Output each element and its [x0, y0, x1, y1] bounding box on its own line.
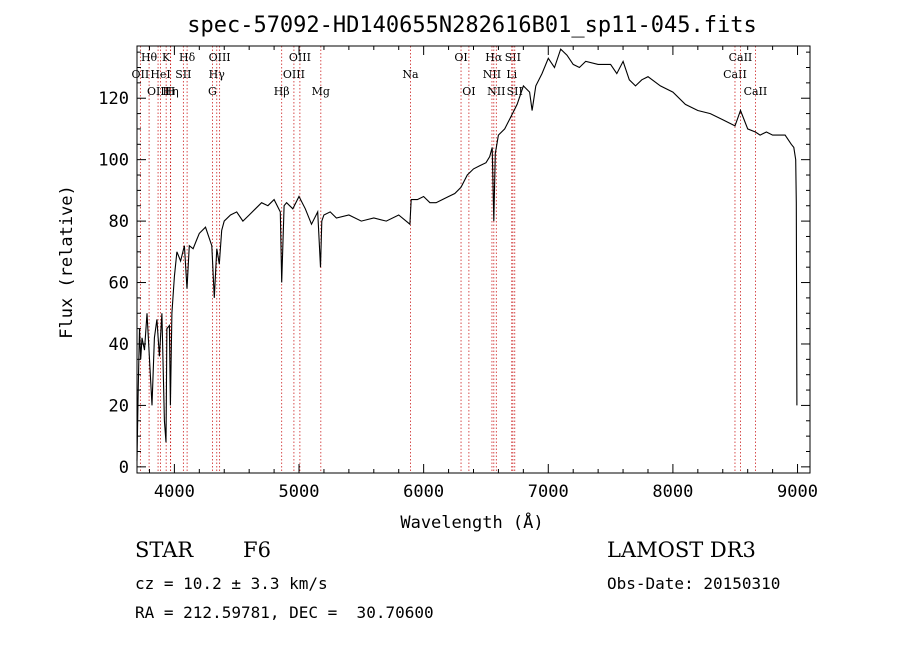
coordinates-text: RA = 212.59781, DEC = 30.70600 — [135, 603, 434, 622]
y-tick-label-5: 100 — [98, 151, 129, 171]
y-tick-label-1: 20 — [109, 396, 129, 416]
object-class: STAR — [135, 538, 194, 562]
x-tick-label-5: 9000 — [777, 482, 818, 502]
line-marker-label-7: SII — [175, 68, 191, 81]
y-axis: 0 20 40 60 80 100 120 — [98, 51, 810, 478]
line-marker-label-16: Na — [402, 68, 419, 81]
line-marker-label-9: G — [208, 85, 217, 98]
line-marker-label-14: OIII — [289, 51, 311, 64]
chart-title: spec-57092-HD140655N282616B01_sp11-045.f… — [187, 13, 757, 38]
line-marker-label-3: HeI — [150, 68, 170, 81]
line-marker-label-20: Hα — [485, 51, 503, 64]
survey-name: LAMOST DR3 — [607, 538, 756, 562]
object-subclass: F6 — [243, 538, 271, 562]
line-marker-label-13: OIII — [283, 68, 305, 81]
obs-date-text: Obs-Date: 20150310 — [607, 574, 781, 593]
line-marker-label-0: OII — [132, 68, 150, 81]
y-tick-label-3: 60 — [109, 274, 129, 294]
line-marker-label-18: OI — [462, 85, 475, 98]
line-marker-label-23: SII — [505, 51, 521, 64]
line-marker-label-4: K — [162, 51, 171, 64]
plot-frame — [136, 45, 811, 474]
line-marker-label-19: NII — [483, 68, 501, 81]
y-tick-label-0: 0 — [119, 458, 129, 478]
line-marker-label-8: Hδ — [179, 51, 196, 64]
y-tick-label-6: 120 — [98, 89, 129, 109]
x-axis-label: Wavelength (Å) — [400, 511, 543, 533]
x-tick-label-4: 8000 — [652, 482, 693, 502]
y-tick-label-4: 80 — [109, 212, 129, 232]
x-tick-label-1: 5000 — [279, 482, 320, 502]
line-marker-label-6: H — [166, 85, 176, 98]
line-marker-label-15: Mg — [312, 85, 330, 98]
line-marker-label-24: SII — [507, 85, 523, 98]
line-marker-label-2: OIII — [147, 85, 169, 98]
line-marker-label-1: Hθ — [141, 51, 158, 64]
line-marker-label-22: Li — [506, 68, 517, 81]
x-tick-label-3: 7000 — [528, 482, 569, 502]
line-marker-label-25: CaII — [723, 68, 747, 81]
line-marker-label-10: Hγ — [209, 68, 226, 81]
series-line-0 — [136, 48, 798, 461]
series-group — [136, 48, 798, 461]
line-marker-label-17: OI — [454, 51, 467, 64]
redshift-text: cz = 10.2 ± 3.3 km/s — [135, 574, 328, 593]
line-markers: OIIHθOIIIHeIKHηHSIIHδGHγOIIIHβOIIIOIIIMg… — [132, 46, 768, 473]
x-tick-label-2: 6000 — [403, 482, 444, 502]
x-axis: 4000 5000 6000 7000 8000 9000 — [148, 46, 818, 502]
y-axis-label: Flux (relative) — [57, 185, 77, 339]
line-marker-label-21: NII — [487, 85, 505, 98]
line-marker-label-27: CaII — [744, 85, 768, 98]
y-tick-label-2: 40 — [109, 335, 129, 355]
x-tick-label-0: 4000 — [154, 482, 195, 502]
line-marker-label-26: CaII — [729, 51, 753, 64]
line-marker-label-12: Hβ — [274, 85, 290, 98]
line-marker-label-11: OIII — [209, 51, 231, 64]
